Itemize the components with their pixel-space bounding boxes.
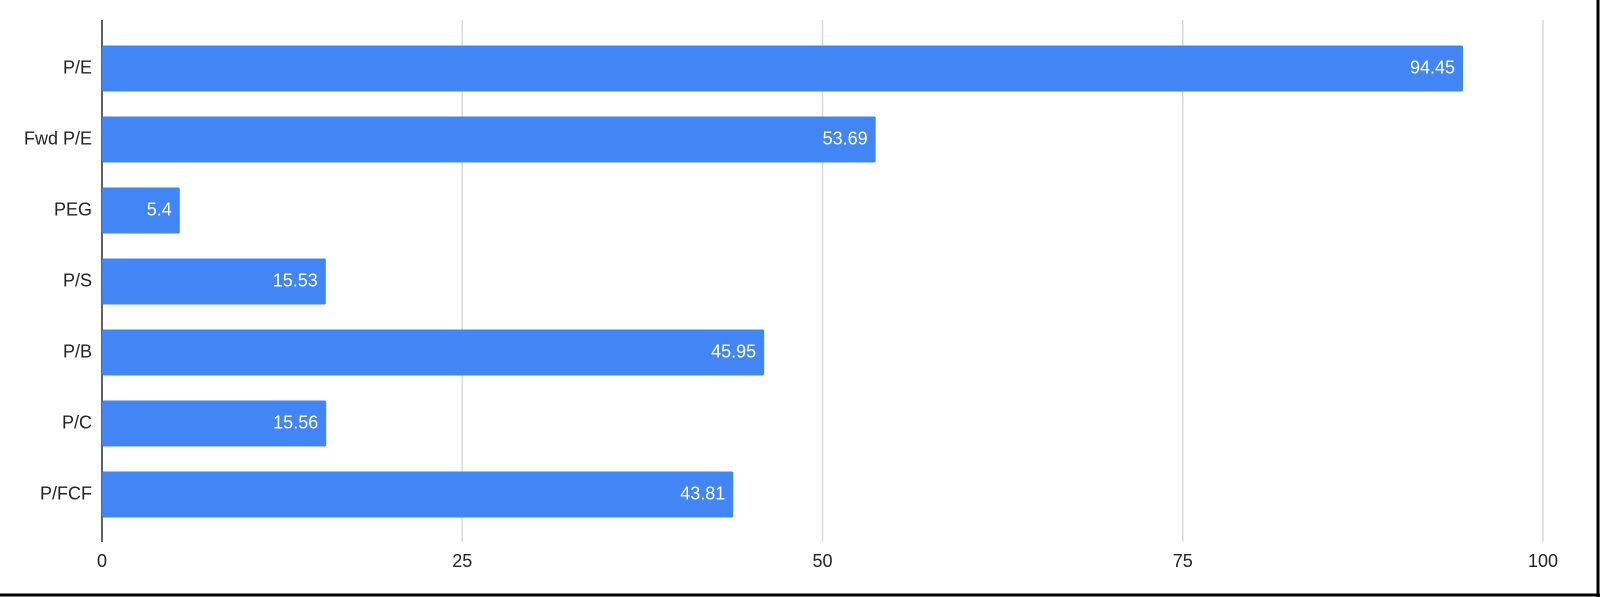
x-tick-label: 75 — [1173, 551, 1193, 571]
y-tick-label: P/S — [63, 270, 92, 290]
x-tick-label: 25 — [452, 551, 472, 571]
data-label: 53.69 — [823, 128, 868, 148]
data-label: 94.45 — [1410, 57, 1455, 77]
bar — [102, 187, 180, 234]
x-tick-label: 50 — [812, 551, 832, 571]
x-tick-label: 100 — [1528, 551, 1558, 571]
y-tick-label: P/C — [62, 412, 92, 432]
data-label: 15.53 — [273, 270, 318, 290]
y-tick-label: Fwd P/E — [24, 128, 92, 148]
bar — [102, 329, 765, 376]
y-tick-label: PEG — [54, 199, 92, 219]
y-tick-label: P/E — [63, 57, 92, 77]
data-label: 45.95 — [711, 341, 756, 361]
bar — [102, 400, 327, 447]
bar — [102, 258, 326, 305]
data-label: 15.56 — [273, 412, 318, 432]
data-label: 5.4 — [147, 199, 172, 219]
data-label: 43.81 — [680, 483, 725, 503]
bar — [102, 471, 734, 518]
bar — [102, 116, 876, 163]
x-tick-label: 0 — [97, 551, 107, 571]
y-tick-label: P/FCF — [40, 483, 92, 503]
y-tick-label: P/B — [63, 341, 92, 361]
bar — [102, 45, 1464, 92]
